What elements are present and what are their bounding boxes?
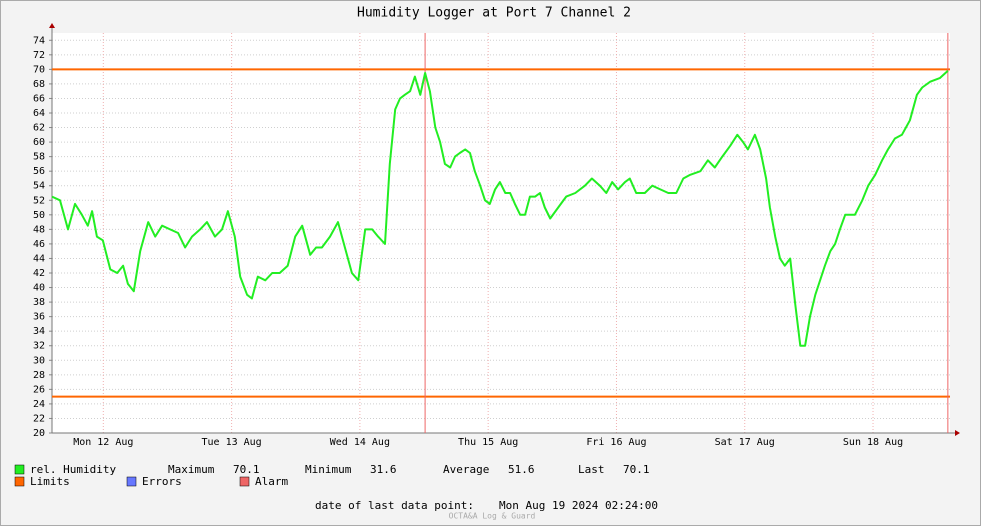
stat-value: 31.6 (370, 463, 397, 476)
y-tick-label: 46 (33, 239, 45, 250)
y-tick-label: 62 (33, 123, 45, 134)
y-tick-label: 48 (33, 224, 45, 235)
y-tick-label: 52 (33, 195, 45, 206)
stat-value: 51.6 (508, 463, 535, 476)
legend-swatch (239, 476, 250, 487)
legend-swatch (14, 476, 25, 487)
stat-label: Last (578, 463, 605, 476)
legend-swatch (126, 476, 137, 487)
x-tick-label: Tue 13 Aug (201, 437, 261, 448)
y-tick-label: 42 (33, 268, 45, 279)
y-tick-label: 24 (33, 399, 45, 410)
x-tick-label: Wed 14 Aug (330, 437, 390, 448)
y-tick-label: 60 (33, 137, 45, 148)
legend-label: rel. Humidity (30, 463, 116, 476)
legend-label: Limits (30, 475, 70, 488)
x-tick-label: Mon 12 Aug (73, 437, 133, 448)
stat-label: Average (443, 463, 489, 476)
y-tick-label: 56 (33, 166, 45, 177)
y-axis-arrow (49, 23, 55, 28)
x-tick-label: Fri 16 Aug (586, 437, 646, 448)
x-axis-arrow (955, 430, 960, 436)
legend-label: Errors (142, 475, 182, 488)
y-tick-label: 38 (33, 297, 45, 308)
stat-label: Minimum (305, 463, 352, 476)
y-tick-label: 64 (33, 108, 45, 119)
watermark: OCTA&A Log & Guard (449, 512, 536, 521)
legend-label: Alarm (255, 475, 288, 488)
x-tick-label: Sat 17 Aug (715, 437, 775, 448)
y-tick-label: 44 (33, 253, 45, 264)
y-tick-label: 34 (33, 326, 45, 337)
x-tick-label: Thu 15 Aug (458, 437, 518, 448)
y-tick-label: 26 (33, 384, 45, 395)
y-tick-label: 32 (33, 341, 45, 352)
y-tick-label: 68 (33, 79, 45, 90)
y-tick-label: 58 (33, 152, 45, 163)
y-tick-label: 20 (33, 428, 45, 439)
y-tick-label: 30 (33, 355, 45, 366)
stat-label: Maximum (168, 463, 215, 476)
last-point-label: date of last data point: (315, 499, 474, 512)
stat-value: 70.1 (233, 463, 260, 476)
stat-value: 70.1 (623, 463, 650, 476)
last-point: Mon Aug 19 2024 02:24:00 (499, 499, 658, 512)
y-tick-label: 40 (33, 283, 45, 294)
y-tick-label: 70 (33, 64, 45, 75)
legend-swatch (14, 464, 25, 475)
y-tick-label: 74 (33, 35, 45, 46)
y-tick-label: 22 (33, 413, 45, 424)
data-line (51, 70, 949, 347)
y-tick-label: 72 (33, 50, 45, 61)
y-tick-label: 66 (33, 93, 45, 104)
y-tick-label: 50 (33, 210, 45, 221)
y-tick-label: 28 (33, 370, 45, 381)
chart-title: Humidity Logger at Port 7 Channel 2 (357, 6, 631, 21)
plot-area (52, 33, 950, 433)
y-tick-label: 54 (33, 181, 45, 192)
y-tick-label: 36 (33, 312, 45, 323)
x-tick-label: Sun 18 Aug (843, 437, 903, 448)
